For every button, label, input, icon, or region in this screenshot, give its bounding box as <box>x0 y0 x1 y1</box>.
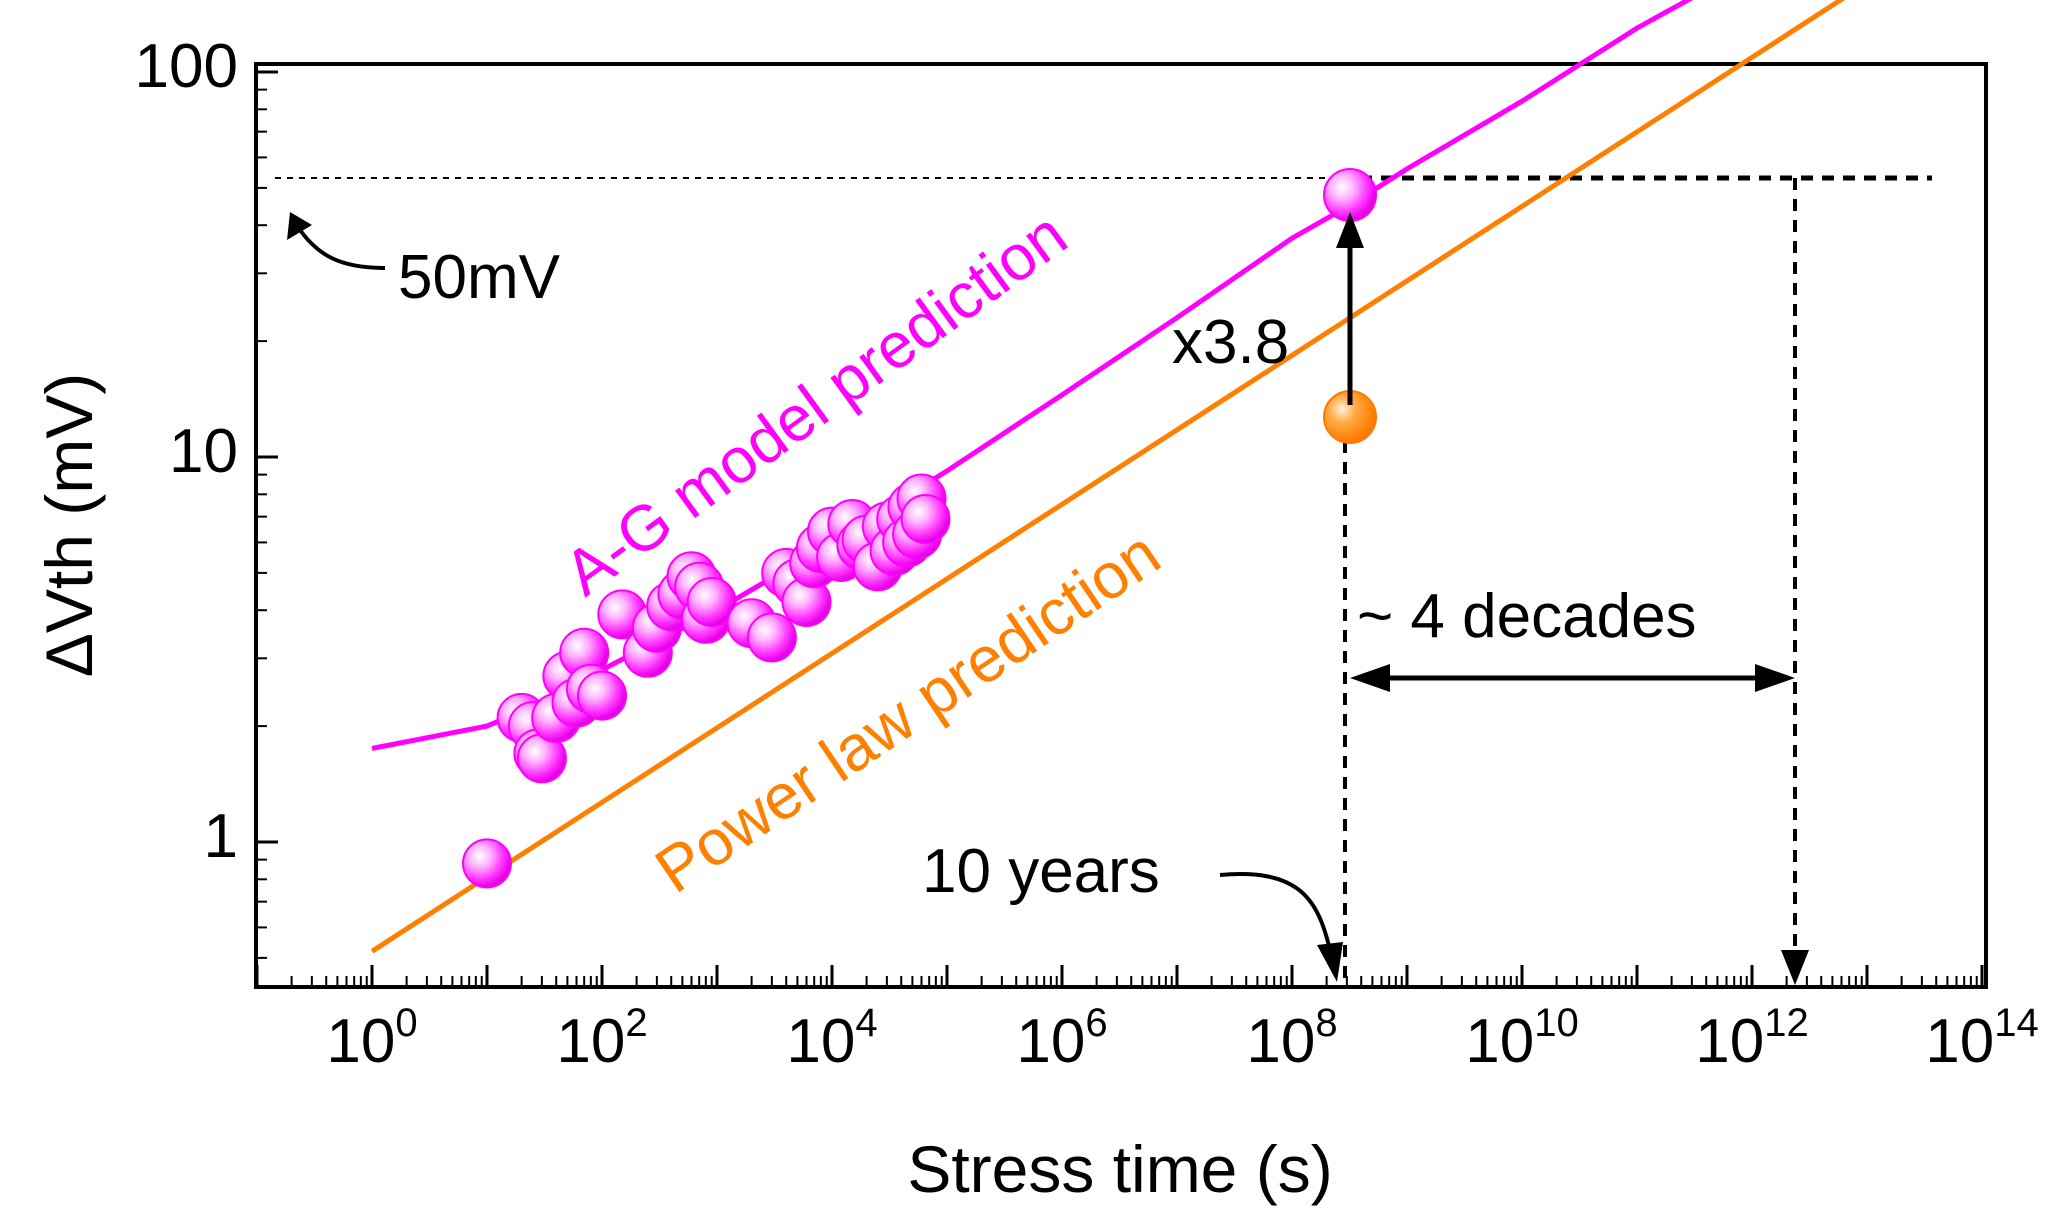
y-tick-label-100: 100 <box>135 32 238 101</box>
50mv-label: 50mV <box>398 243 561 312</box>
data-point <box>746 612 797 663</box>
x-tick-label-0: 100 <box>326 1001 417 1076</box>
y-tick-label-1: 1 <box>204 802 238 871</box>
up-arrow-icon <box>1336 212 1364 248</box>
x-tick-label-6: 106 <box>1016 1001 1107 1076</box>
x-tick-label-12: 1012 <box>1695 1001 1808 1076</box>
50mv-arrow <box>298 228 386 270</box>
data-point <box>577 670 627 721</box>
y-axis-title: ΔVth (mV) <box>32 373 106 677</box>
x-tick-label-14: 1014 <box>1925 1001 2038 1076</box>
data-point <box>686 577 737 627</box>
y-tick-labels: 1 10 100 <box>135 32 238 871</box>
x-tick-label-10: 1010 <box>1465 1001 1578 1076</box>
power-law-line <box>370 0 1846 954</box>
decades-label: ~ 4 decades <box>1357 582 1697 651</box>
y-tick-label-10: 10 <box>169 417 238 486</box>
data-point <box>900 494 951 544</box>
ratio-label: x3.8 <box>1172 308 1289 377</box>
axis-ticks <box>255 70 1984 987</box>
x-tick-label-8: 108 <box>1246 1001 1337 1076</box>
down-arrow-icon <box>1781 950 1809 985</box>
data-point <box>462 838 512 889</box>
ten-years-arrow <box>1219 872 1332 951</box>
x-tick-label-4: 104 <box>786 1001 877 1076</box>
50mv-arrow-head <box>287 212 312 240</box>
data-points <box>462 473 951 889</box>
x-axis-title: Stress time (s) <box>907 1132 1332 1206</box>
plot-frame <box>254 62 1988 989</box>
ten-years-arrow-head <box>1317 942 1343 982</box>
x-tick-labels: 100 102 104 106 108 1010 1012 1014 <box>326 1001 2038 1076</box>
x-tick-label-2: 102 <box>556 1001 647 1076</box>
left-arrow-icon <box>1350 664 1390 692</box>
right-arrow-icon <box>1755 664 1795 692</box>
ten-years-label: 10 years <box>922 837 1160 906</box>
